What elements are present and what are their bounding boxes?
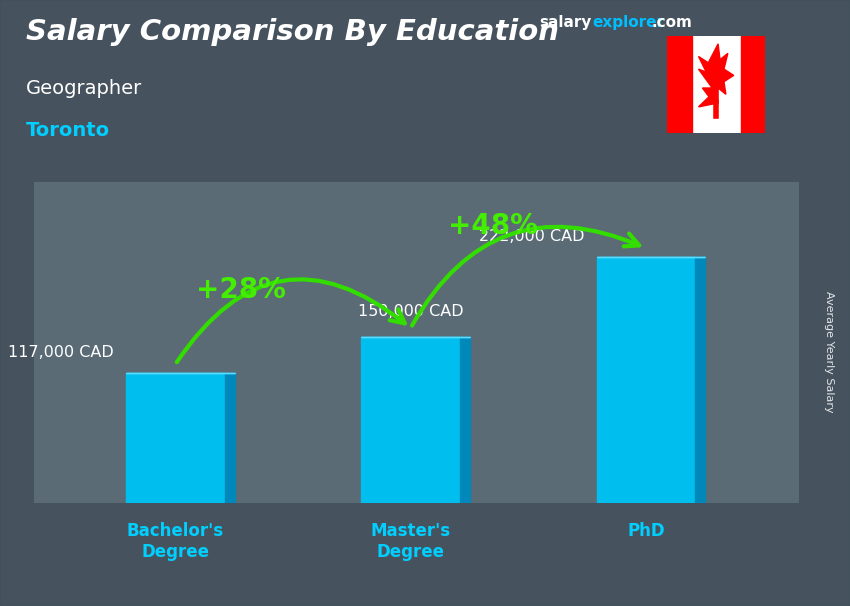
Text: Toronto: Toronto <box>26 121 110 140</box>
Text: Geographer: Geographer <box>26 79 142 98</box>
Text: +28%: +28% <box>196 276 286 304</box>
Bar <box>667 36 692 133</box>
Text: 150,000 CAD: 150,000 CAD <box>358 304 463 319</box>
Polygon shape <box>699 44 734 107</box>
Text: 222,000 CAD: 222,000 CAD <box>479 229 585 244</box>
Text: explorer: explorer <box>592 15 665 30</box>
Polygon shape <box>597 257 695 503</box>
Text: Average Yearly Salary: Average Yearly Salary <box>824 291 834 412</box>
Polygon shape <box>695 257 706 503</box>
Text: +48%: +48% <box>448 212 538 240</box>
Bar <box>740 36 765 133</box>
Text: .com: .com <box>651 15 692 30</box>
Polygon shape <box>224 373 235 503</box>
Polygon shape <box>126 373 224 503</box>
Polygon shape <box>460 337 470 503</box>
Text: salary: salary <box>540 15 592 30</box>
Text: 117,000 CAD: 117,000 CAD <box>8 345 114 360</box>
Polygon shape <box>361 337 460 503</box>
Text: Salary Comparison By Education: Salary Comparison By Education <box>26 18 558 46</box>
